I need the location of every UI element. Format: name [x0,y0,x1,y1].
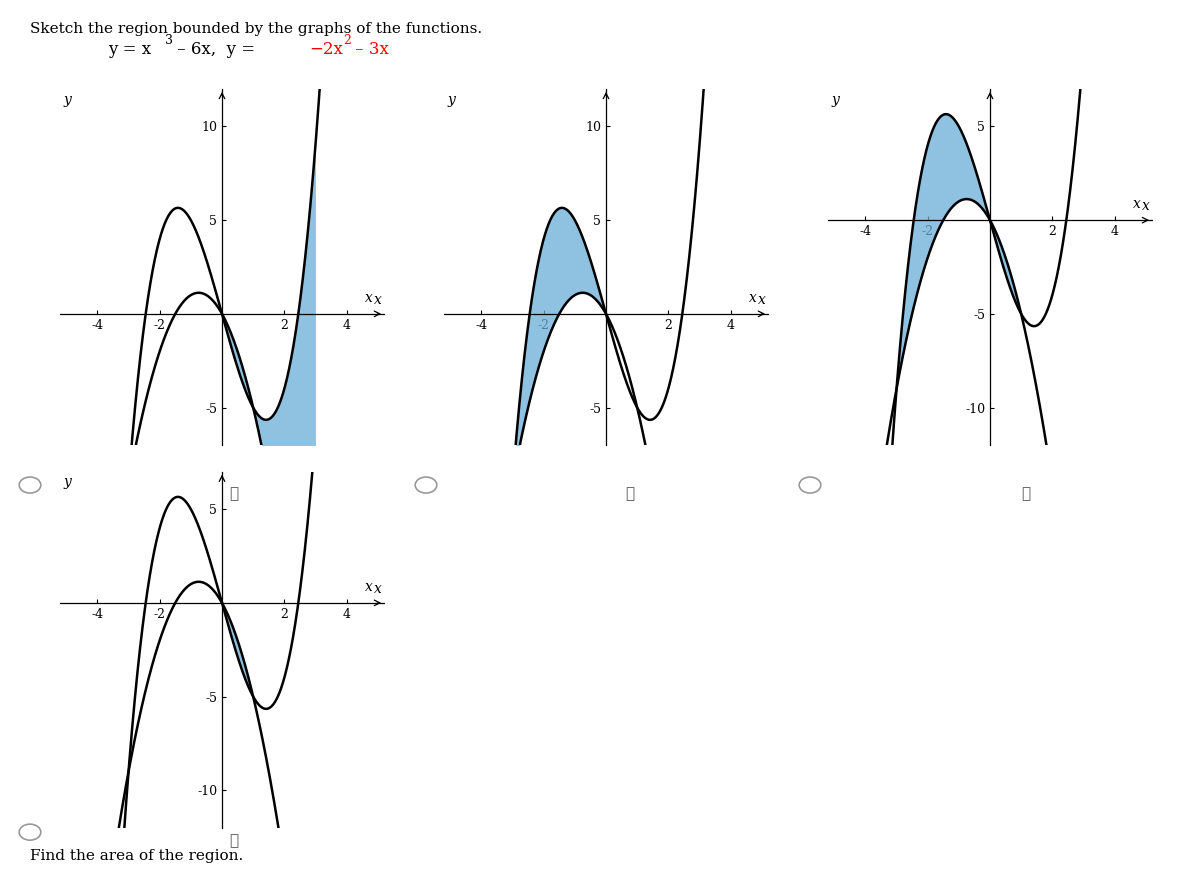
Text: ⓘ: ⓘ [229,834,239,848]
Text: −2x: −2x [310,41,343,58]
Text: – 6x,  y =: – 6x, y = [173,41,260,58]
Text: y = x: y = x [108,41,151,58]
Text: x: x [749,291,756,305]
Text: x: x [758,293,766,307]
Text: x: x [374,582,382,595]
Text: x: x [365,291,372,305]
Text: Sketch the region bounded by the graphs of the functions.: Sketch the region bounded by the graphs … [30,22,482,36]
Text: y: y [832,93,839,107]
Text: y: y [448,93,455,107]
Text: x: x [1142,199,1150,213]
Text: Find the area of the region.: Find the area of the region. [30,849,244,863]
Text: ⓘ: ⓘ [1021,487,1031,501]
Text: x: x [1133,198,1140,211]
Text: – 3x: – 3x [350,41,389,58]
Text: x: x [365,580,372,594]
Text: 3: 3 [166,34,173,47]
Text: y: y [64,93,71,107]
Text: ⓘ: ⓘ [625,487,635,501]
Text: ⓘ: ⓘ [229,487,239,501]
Text: 2: 2 [343,34,352,47]
Text: y: y [64,475,71,490]
Text: x: x [374,293,382,307]
